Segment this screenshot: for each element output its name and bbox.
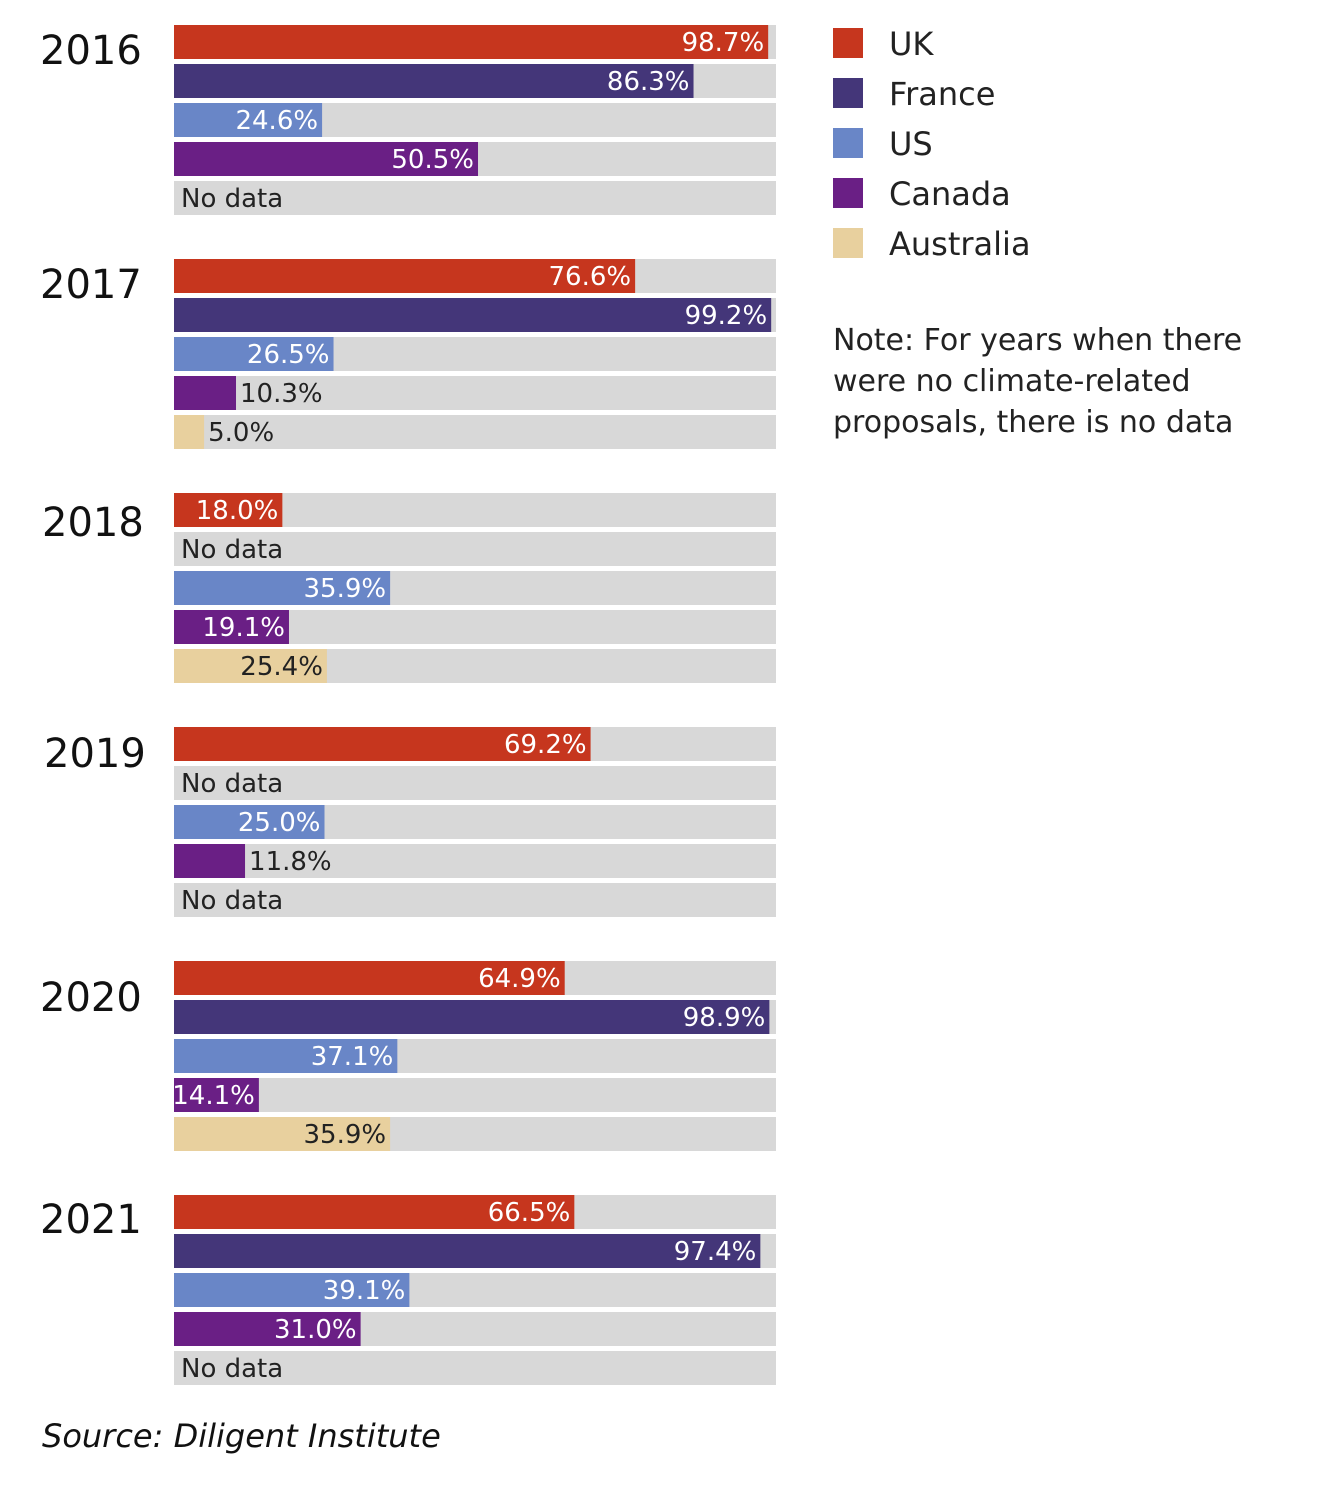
data-label-us-2021: 39.1% [323, 1276, 406, 1306]
bar-us-2017 [174, 337, 334, 371]
bar-australia-2017 [174, 415, 205, 449]
bar-canada-2020 [174, 1078, 259, 1112]
no-data-label-france-2018: No data [181, 535, 283, 565]
bar-uk-2019 [174, 727, 591, 761]
note-line-1: Note: For years when there [833, 323, 1242, 358]
bar-track-canada-2020 [174, 1078, 776, 1112]
year-label-2019: 2019 [44, 731, 146, 777]
bar-france-2016 [174, 64, 694, 98]
data-label-australia-2020: 35.9% [304, 1120, 387, 1150]
data-label-france-2016: 86.3% [607, 67, 690, 97]
bar-canada-2017 [174, 376, 237, 410]
legend-swatch-canada [833, 178, 863, 208]
bar-us-2020 [174, 1039, 398, 1073]
data-label-uk-2019: 69.2% [504, 730, 587, 760]
bar-us-2018 [174, 571, 391, 605]
legend-swatch-us [833, 128, 863, 158]
legend-label-uk: UK [889, 25, 934, 63]
note-line-2: were no climate-related [833, 364, 1191, 399]
year-label-2021: 2021 [40, 1197, 142, 1243]
bar-canada-2018 [174, 610, 289, 644]
year-label-2020: 2020 [40, 975, 142, 1021]
data-label-canada-2019: 11.8% [249, 847, 332, 877]
data-label-france-2020: 98.9% [683, 1003, 766, 1033]
year-label-2018: 2018 [42, 500, 144, 546]
no-data-label-australia-2016: No data [181, 184, 283, 214]
no-data-label-france-2019: No data [181, 769, 283, 799]
legend-swatch-uk [833, 28, 863, 58]
bar-uk-2021 [174, 1195, 575, 1229]
bar-france-2017 [174, 298, 772, 332]
bar-track-australia-2021 [174, 1351, 776, 1385]
data-label-france-2021: 97.4% [674, 1237, 757, 1267]
bar-track-france-2019 [174, 766, 776, 800]
bar-uk-2020 [174, 961, 565, 995]
data-label-uk-2018: 18.0% [196, 496, 279, 526]
data-label-canada-2021: 31.0% [274, 1315, 357, 1345]
legend-label-france: France [889, 75, 995, 113]
data-label-us-2018: 35.9% [304, 574, 387, 604]
legend-label-australia: Australia [889, 225, 1031, 263]
bar-uk-2018 [174, 493, 283, 527]
data-label-canada-2016: 50.5% [391, 145, 474, 175]
legend-label-us: US [889, 125, 933, 163]
data-label-france-2017: 99.2% [685, 301, 768, 331]
data-label-uk-2020: 64.9% [478, 964, 561, 994]
data-label-canada-2017: 10.3% [240, 379, 323, 409]
bar-canada-2019 [174, 844, 246, 878]
data-label-uk-2016: 98.7% [682, 28, 765, 58]
legend-label-canada: Canada [889, 175, 1011, 213]
data-label-us-2017: 26.5% [247, 340, 330, 370]
data-label-uk-2017: 76.6% [549, 262, 632, 292]
bar-track-canada-2019 [174, 844, 776, 878]
bar-uk-2017 [174, 259, 636, 293]
year-label-2017: 2017 [40, 262, 142, 308]
no-data-label-australia-2019: No data [181, 886, 283, 916]
source-label: Source: Diligent Institute [42, 1417, 441, 1455]
bar-us-2019 [174, 805, 325, 839]
legend-swatch-australia [833, 228, 863, 258]
bar-france-2021 [174, 1234, 761, 1268]
data-label-canada-2018: 19.1% [202, 613, 285, 643]
bar-us-2016 [174, 103, 323, 137]
bar-track-france-2018 [174, 532, 776, 566]
note-line-3: proposals, there is no data [833, 405, 1233, 440]
bar-us-2021 [174, 1273, 410, 1307]
year-label-2016: 2016 [40, 28, 142, 74]
bar-canada-2016 [174, 142, 479, 176]
data-label-uk-2021: 66.5% [488, 1198, 571, 1228]
bar-track-australia-2017 [174, 415, 776, 449]
data-label-australia-2018: 25.4% [240, 652, 323, 682]
bar-australia-2020 [174, 1117, 391, 1151]
bar-track-australia-2019 [174, 883, 776, 917]
data-label-us-2016: 24.6% [235, 106, 318, 136]
no-data-label-australia-2021: No data [181, 1354, 283, 1384]
data-label-us-2020: 37.1% [311, 1042, 394, 1072]
bar-canada-2021 [174, 1312, 361, 1346]
bar-track-canada-2017 [174, 376, 776, 410]
bar-uk-2016 [174, 25, 769, 59]
bar-australia-2018 [174, 649, 327, 683]
data-label-australia-2017: 5.0% [208, 418, 274, 448]
data-label-us-2019: 25.0% [238, 808, 321, 838]
legend-swatch-france [833, 78, 863, 108]
data-label-canada-2020: 14.1% [172, 1081, 255, 1111]
bar-track-australia-2016 [174, 181, 776, 215]
bar-france-2020 [174, 1000, 770, 1034]
